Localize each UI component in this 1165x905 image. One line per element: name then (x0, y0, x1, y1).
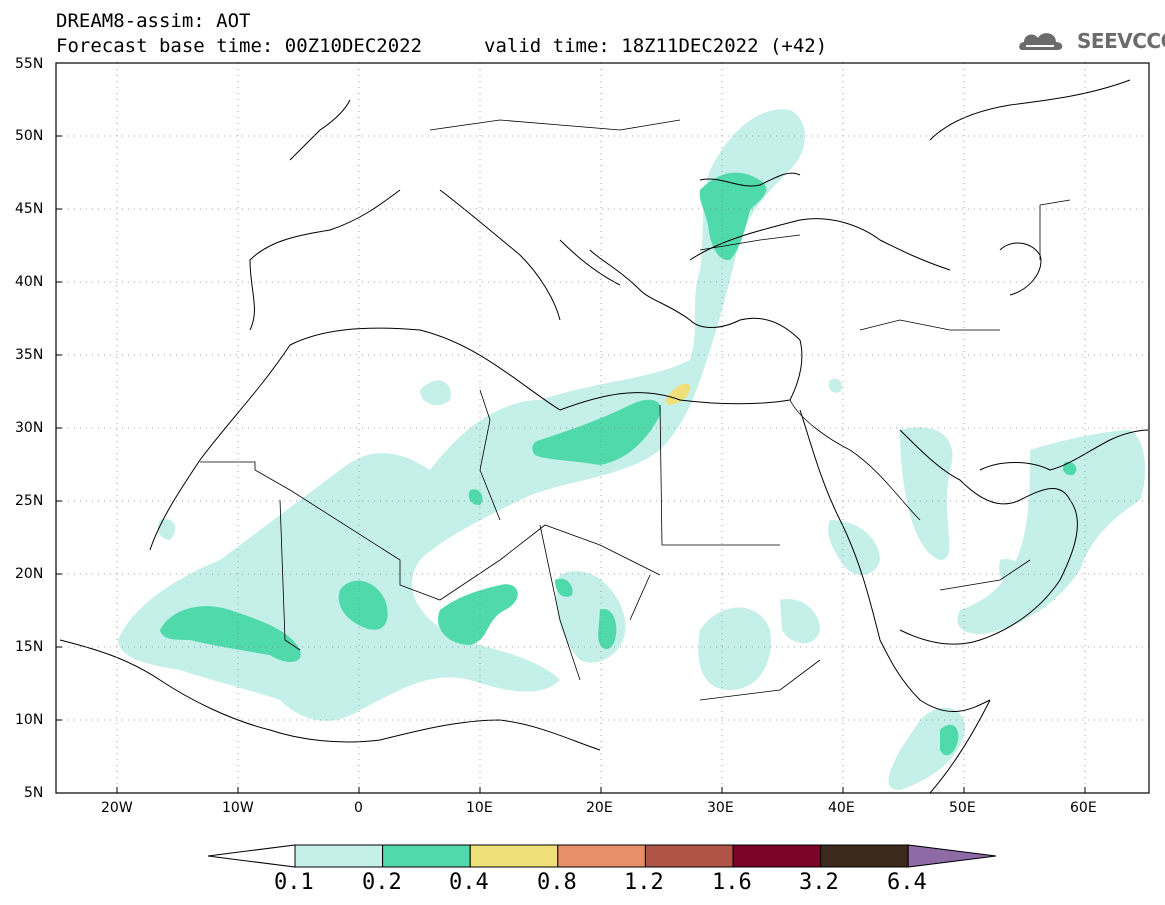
colorbar-segment (644, 844, 734, 868)
lat-label: 55N (15, 56, 44, 72)
aot-0.4-0.8-area (665, 383, 691, 405)
colorbar-under-triangle (207, 844, 296, 868)
colorbar-segment (557, 844, 646, 868)
lon-label: 20E (586, 800, 613, 816)
lon-label: 60E (1070, 800, 1097, 816)
valid-time: valid time: 18Z11DEC2022 (+42) (484, 35, 828, 57)
aot-0.2-0.4-areas (160, 172, 1077, 756)
colorbar-label: 1.6 (712, 870, 752, 895)
lat-label: 50N (15, 128, 44, 144)
lon-label: 50E (949, 800, 976, 816)
colorbar-label: 6.4 (887, 870, 927, 895)
lat-label: 40N (15, 274, 44, 290)
grid-lines (56, 63, 1149, 793)
colorbar-label: 3.2 (799, 870, 839, 895)
colorbar (207, 844, 997, 868)
lon-label: 0 (354, 800, 363, 816)
lat-label: 35N (15, 347, 44, 363)
borders (200, 119, 1071, 701)
lon-label: 10W (222, 800, 254, 816)
lat-label: 30N (15, 420, 44, 436)
colorbar-label: 0.2 (362, 870, 402, 895)
lon-label: 10E (466, 800, 493, 816)
lon-label: 30E (707, 800, 734, 816)
title-line-2: Forecast base time: 00Z10DEC2022 (56, 35, 423, 57)
colorbar-label: 0.8 (537, 870, 577, 895)
cloud-icon (1019, 33, 1063, 50)
lat-label: 10N (15, 712, 44, 728)
colorbar-segment (382, 844, 471, 868)
colorbar-segment (294, 844, 384, 868)
lat-label: 25N (15, 493, 44, 509)
colorbar-segment (820, 844, 909, 868)
lat-label: 15N (15, 639, 44, 655)
colorbar-label: 1.2 (624, 870, 664, 895)
lat-label: 20N (15, 566, 44, 582)
title-line-1: DREAM8-assim: AOT (56, 10, 251, 32)
colorbar-label: 0.4 (449, 870, 489, 895)
aot-0.1-0.2-areas (118, 109, 1146, 790)
colorbar-segment (469, 844, 559, 868)
lat-label: 5N (24, 785, 44, 801)
colorbar-segment (732, 844, 822, 868)
lon-label: 20W (101, 800, 133, 816)
lon-label: 40E (828, 800, 855, 816)
colorbar-over-triangle (907, 844, 997, 868)
lat-label: 45N (15, 201, 44, 217)
logo-text: SEEVCCC (1077, 29, 1165, 53)
tick-marks (56, 135, 1086, 793)
colorbar-label: 0.1 (274, 870, 314, 895)
